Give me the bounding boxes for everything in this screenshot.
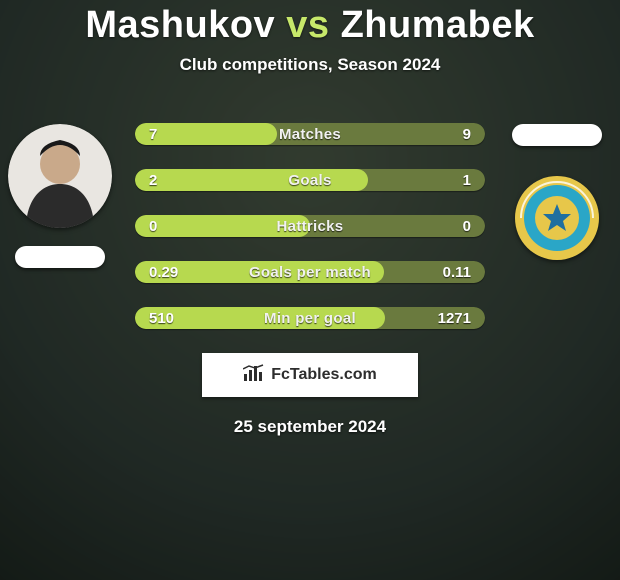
left-column — [8, 124, 112, 268]
right-column — [512, 124, 602, 260]
brand-text: FcTables.com — [271, 366, 377, 384]
content: Mashukov vs Zhumabek Club competitions, … — [0, 0, 620, 580]
stat-row: 0.29 0.11 Goals per match — [135, 261, 485, 283]
title-player-right: Zhumabek — [341, 4, 535, 46]
title-player-left: Mashukov — [85, 4, 275, 46]
stat-value-left: 510 — [149, 310, 174, 327]
right-team-pill — [512, 124, 602, 146]
subtitle: Club competitions, Season 2024 — [180, 55, 441, 75]
stat-value-right: 0 — [463, 218, 471, 235]
player-avatar-left — [8, 124, 112, 228]
stat-value-right: 0.11 — [443, 264, 471, 281]
stat-value-left: 0 — [149, 218, 157, 235]
stat-row: 510 1271 Min per goal — [135, 307, 485, 329]
stat-value-right: 1271 — [438, 310, 471, 327]
club-crest-right — [515, 176, 599, 260]
stat-metric: Goals per match — [249, 264, 371, 281]
stat-value-left: 0.29 — [149, 264, 178, 281]
stat-bar-left — [135, 169, 368, 191]
brand-box[interactable]: FcTables.com — [202, 353, 418, 397]
stat-value-left: 7 — [149, 126, 157, 143]
stat-value-right: 1 — [463, 172, 471, 189]
stat-row: 0 0 Hattricks — [135, 215, 485, 237]
stat-row: 7 9 Matches — [135, 123, 485, 145]
stat-value-left: 2 — [149, 172, 157, 189]
stat-metric: Goals — [288, 172, 331, 189]
stat-row: 2 1 Goals — [135, 169, 485, 191]
title-vs: vs — [286, 4, 329, 46]
date: 25 september 2024 — [234, 417, 386, 437]
bar-chart-icon — [243, 364, 265, 387]
stat-metric: Hattricks — [277, 218, 344, 235]
page-title: Mashukov vs Zhumabek — [85, 4, 534, 47]
stat-metric: Min per goal — [264, 310, 356, 327]
left-team-pill — [15, 246, 105, 268]
stat-metric: Matches — [279, 126, 341, 143]
stat-value-right: 9 — [463, 126, 471, 143]
